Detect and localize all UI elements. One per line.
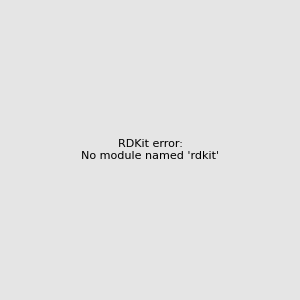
Text: RDKit error:
No module named 'rdkit': RDKit error: No module named 'rdkit' — [81, 139, 219, 161]
